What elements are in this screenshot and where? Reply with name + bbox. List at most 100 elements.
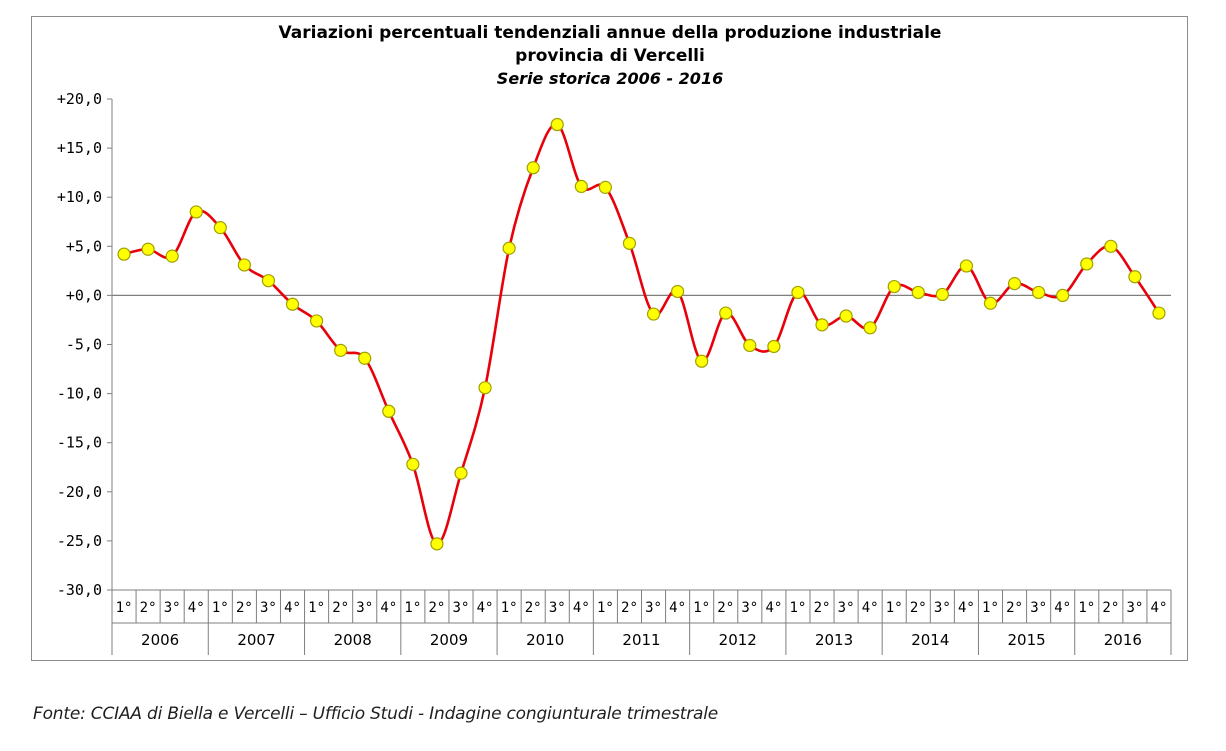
year-tick-label: 2015 [1007,631,1045,649]
chart-subtitle: Serie storica 2006 - 2016 [497,69,723,88]
data-point [791,285,805,300]
data-point [334,343,348,357]
data-point [695,354,709,368]
data-point [815,318,829,332]
data-point [767,339,781,354]
quarter-tick-label: 2° [717,600,734,616]
data-point [213,221,227,235]
quarter-tick-label: 4° [862,600,879,616]
year-tick-label: 2012 [719,631,757,649]
source-note: Fonte: CCIAA di Biella e Vercelli – Uffi… [33,704,719,724]
data-point [1128,270,1142,284]
quarter-tick-label: 3° [741,600,758,616]
year-tick-label: 2009 [430,631,468,649]
quarter-tick-label: 4° [1054,600,1071,616]
year-tick-label: 2011 [622,631,660,649]
data-point [502,241,516,255]
quarter-tick-label: 1° [212,600,229,616]
data-point [478,381,492,395]
data-point [430,537,444,551]
data-point [1007,277,1022,291]
quarter-tick-label: 1° [790,600,807,616]
y-tick-label: +5,0 [66,237,102,255]
data-point [598,180,612,194]
data-point [863,321,877,335]
quarter-tick-label: 3° [934,600,951,616]
y-tick-label: -30,0 [57,581,102,599]
quarter-tick-label: 3° [1030,600,1047,616]
quarter-tick-label: 3° [838,600,855,616]
quarter-tick-label: 4° [380,600,397,616]
year-tick-label: 2007 [237,631,275,649]
data-point [839,309,853,323]
data-point [1032,285,1046,300]
y-tick-label: -25,0 [57,532,102,550]
y-tick-label: -20,0 [57,483,102,501]
quarter-tick-label: 1° [982,600,999,616]
data-point [1152,306,1166,320]
quarter-tick-label: 1° [404,600,421,616]
quarter-tick-label: 1° [693,600,710,616]
quarter-tick-label: 2° [332,600,349,616]
quarter-tick-label: 3° [260,600,277,616]
chart-title-line2: provincia di Vercelli [515,46,705,66]
data-point [358,351,372,365]
quarter-tick-label: 2° [1006,600,1023,616]
data-point [261,274,276,288]
series-layer [117,117,1166,551]
data-point [671,284,685,299]
data-point [574,179,588,193]
data-point [646,307,661,321]
data-point [911,285,925,300]
data-point [1080,257,1094,271]
data-point [117,247,131,261]
quarter-tick-label: 3° [1126,600,1143,616]
quarter-tick-label: 2° [236,600,253,616]
data-point [622,236,637,250]
quarter-tick-label: 2° [814,600,831,616]
quarter-tick-label: 4° [573,600,590,616]
data-point [237,258,251,272]
quarter-tick-label: 3° [453,600,470,616]
quarter-tick-label: 4° [1151,600,1168,616]
quarter-tick-label: 4° [765,600,782,616]
year-tick-label: 2014 [911,631,949,649]
axes-layer: +20,0 +15,0 +10,0 +5,0 +0,0 -5,0 -10,0 -15,0 -20… [57,90,1172,655]
quarter-tick-label: 2° [140,600,157,616]
year-tick-label: 2010 [526,631,564,649]
year-tick-label: 2016 [1104,631,1142,649]
quarter-tick-label: 4° [958,600,975,616]
quarter-tick-label: 1° [501,600,518,616]
quarter-tick-label: 4° [477,600,494,616]
quarter-tick-label: 2° [621,600,638,616]
y-tick-label: +0,0 [66,286,102,304]
quarter-tick-label: 2° [428,600,445,616]
quarter-tick-label: 4° [188,600,205,616]
data-point [1104,239,1118,253]
quarter-tick-label: 3° [549,600,566,616]
quarter-tick-label: 3° [164,600,181,616]
data-point [983,296,998,310]
data-point [382,404,396,418]
data-point [1056,288,1070,302]
quarter-tick-label: 3° [645,600,662,616]
data-point [141,242,155,256]
data-point [285,297,300,311]
line-chart: Variazioni percentuali tendenziali annue… [57,23,1172,655]
quarter-tick-label: 4° [284,600,301,616]
quarter-tick-label: 2° [525,600,542,616]
quarter-tick-label: 1° [886,600,903,616]
data-point [454,466,468,480]
series-line [123,123,1161,546]
y-tick-label: +20,0 [57,90,102,108]
y-tick-label: -5,0 [66,336,102,354]
data-point [550,117,564,132]
quarter-tick-label: 4° [669,600,686,616]
data-point [406,457,420,471]
data-point [309,314,324,328]
quarter-tick-label: 2° [910,600,927,616]
y-tick-label: -15,0 [57,434,102,452]
data-point [935,287,949,302]
chart-title: Variazioni percentuali tendenziali annue… [279,23,942,43]
y-tick-label: +10,0 [57,188,102,206]
